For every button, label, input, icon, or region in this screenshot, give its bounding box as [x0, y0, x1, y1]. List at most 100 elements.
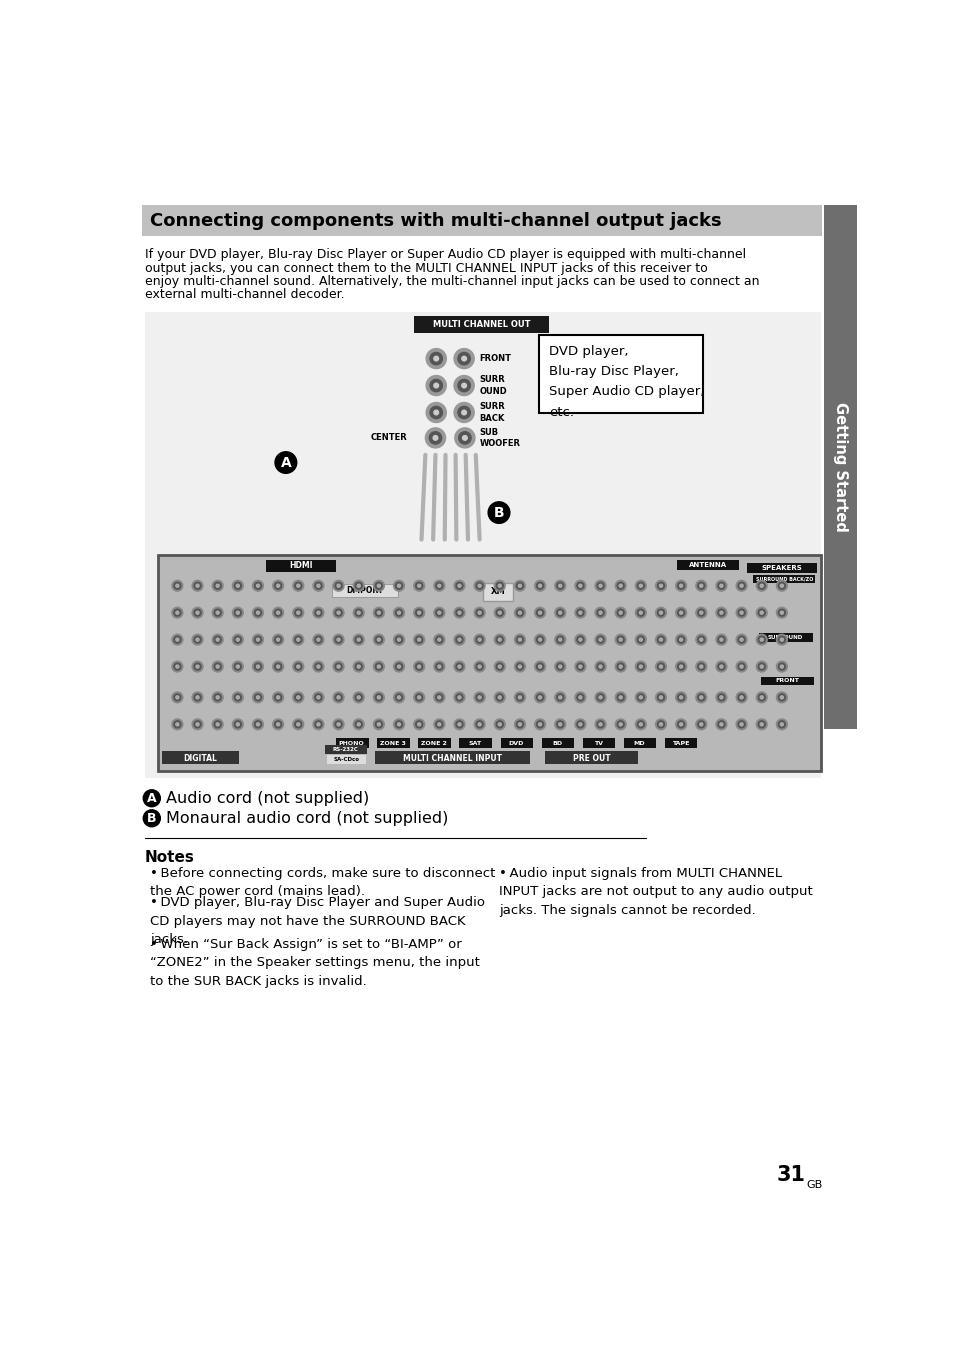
- Circle shape: [375, 694, 382, 700]
- FancyBboxPatch shape: [142, 206, 821, 237]
- Circle shape: [679, 638, 682, 641]
- Circle shape: [353, 607, 364, 618]
- Circle shape: [494, 580, 505, 591]
- FancyBboxPatch shape: [623, 738, 656, 748]
- Circle shape: [618, 723, 621, 726]
- Circle shape: [253, 607, 263, 618]
- Text: enjoy multi-channel sound. Alternatively, the multi-channel input jacks can be u: enjoy multi-channel sound. Alternatively…: [145, 274, 759, 288]
- Text: DMPORT: DMPORT: [346, 585, 383, 595]
- Circle shape: [578, 723, 581, 726]
- Circle shape: [740, 723, 742, 726]
- Circle shape: [699, 611, 702, 614]
- Circle shape: [635, 580, 645, 591]
- Circle shape: [497, 665, 500, 668]
- Circle shape: [738, 721, 744, 727]
- Circle shape: [373, 607, 384, 618]
- Circle shape: [294, 694, 301, 700]
- Circle shape: [233, 692, 243, 703]
- Circle shape: [394, 719, 404, 730]
- Circle shape: [430, 380, 442, 392]
- Circle shape: [695, 634, 706, 645]
- FancyBboxPatch shape: [418, 738, 451, 748]
- Circle shape: [675, 634, 686, 645]
- Circle shape: [212, 580, 223, 591]
- Circle shape: [597, 662, 603, 671]
- FancyBboxPatch shape: [375, 752, 530, 764]
- Circle shape: [474, 692, 484, 703]
- Circle shape: [333, 719, 344, 730]
- Circle shape: [595, 634, 605, 645]
- Circle shape: [456, 583, 462, 589]
- Circle shape: [294, 610, 301, 617]
- Circle shape: [776, 607, 786, 618]
- Circle shape: [234, 662, 241, 671]
- Circle shape: [578, 638, 581, 641]
- Circle shape: [314, 583, 321, 589]
- Circle shape: [736, 607, 746, 618]
- Circle shape: [216, 611, 219, 614]
- Text: TV: TV: [593, 741, 602, 746]
- Circle shape: [537, 723, 541, 726]
- Circle shape: [457, 584, 460, 587]
- Circle shape: [598, 611, 601, 614]
- Circle shape: [316, 665, 319, 668]
- Circle shape: [778, 721, 784, 727]
- Circle shape: [236, 696, 239, 699]
- Circle shape: [555, 634, 565, 645]
- FancyBboxPatch shape: [335, 738, 369, 748]
- Text: PRE OUT: PRE OUT: [573, 754, 610, 764]
- Circle shape: [536, 583, 543, 589]
- Text: ANTENNA: ANTENNA: [688, 561, 726, 568]
- Circle shape: [496, 662, 503, 671]
- Circle shape: [534, 634, 545, 645]
- Circle shape: [437, 696, 440, 699]
- Circle shape: [476, 694, 482, 700]
- Circle shape: [720, 611, 722, 614]
- Circle shape: [375, 610, 382, 617]
- Text: RS-232C: RS-232C: [333, 746, 358, 752]
- Circle shape: [639, 696, 641, 699]
- Circle shape: [738, 694, 744, 700]
- Circle shape: [697, 610, 704, 617]
- Circle shape: [516, 721, 523, 727]
- Circle shape: [557, 694, 563, 700]
- Text: output jacks, you can connect them to the MULTI CHANNEL INPUT jacks of this rece: output jacks, you can connect them to th…: [145, 261, 707, 274]
- Circle shape: [476, 721, 482, 727]
- Circle shape: [314, 610, 321, 617]
- Text: Connecting components with multi-channel output jacks: Connecting components with multi-channel…: [150, 212, 721, 230]
- Text: Audio cord (not supplied): Audio cord (not supplied): [166, 791, 369, 806]
- Circle shape: [738, 610, 744, 617]
- Circle shape: [455, 427, 475, 448]
- Circle shape: [639, 665, 641, 668]
- Circle shape: [617, 610, 623, 617]
- Circle shape: [293, 661, 303, 672]
- Circle shape: [336, 638, 340, 641]
- Circle shape: [618, 696, 621, 699]
- Text: DVD: DVD: [508, 741, 523, 746]
- Circle shape: [397, 638, 400, 641]
- Circle shape: [699, 696, 702, 699]
- Circle shape: [780, 696, 782, 699]
- Circle shape: [597, 583, 603, 589]
- Circle shape: [736, 661, 746, 672]
- Circle shape: [397, 696, 400, 699]
- Text: GB: GB: [806, 1180, 822, 1190]
- Circle shape: [760, 665, 762, 668]
- Circle shape: [335, 610, 342, 617]
- Circle shape: [336, 611, 340, 614]
- Circle shape: [193, 610, 201, 617]
- Circle shape: [575, 607, 585, 618]
- Circle shape: [657, 583, 664, 589]
- Circle shape: [695, 580, 706, 591]
- Circle shape: [534, 607, 545, 618]
- Circle shape: [716, 607, 726, 618]
- Circle shape: [575, 692, 585, 703]
- Circle shape: [314, 662, 321, 671]
- Circle shape: [417, 665, 420, 668]
- Circle shape: [534, 719, 545, 730]
- Circle shape: [494, 692, 505, 703]
- Circle shape: [639, 723, 641, 726]
- Circle shape: [355, 583, 362, 589]
- Circle shape: [335, 662, 342, 671]
- Circle shape: [173, 610, 181, 617]
